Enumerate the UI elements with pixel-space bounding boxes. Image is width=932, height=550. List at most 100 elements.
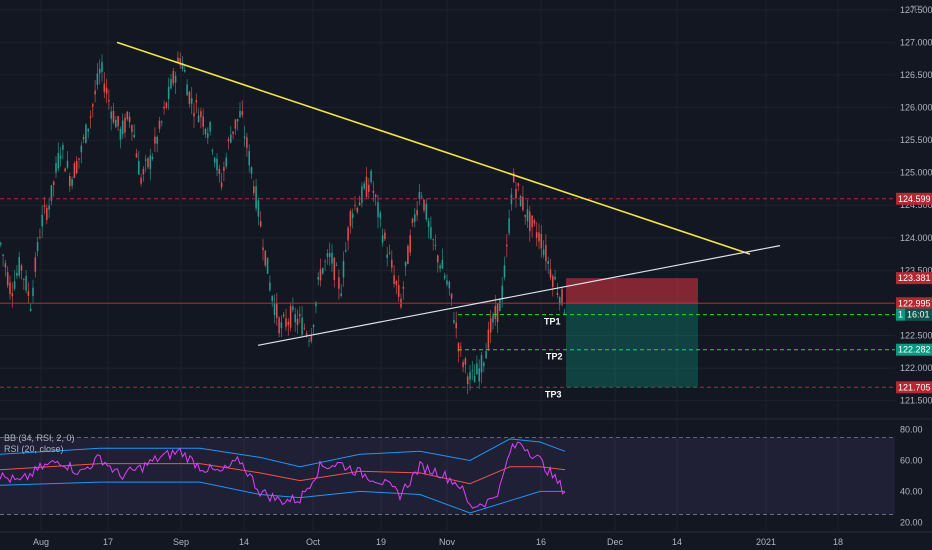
candle-body: [211, 150, 214, 152]
candle-body: [101, 61, 103, 73]
resistance-trendline[interactable]: [116, 41, 751, 255]
candle-body: [262, 247, 264, 251]
indicator-label-rsi[interactable]: RSI (20, close): [4, 444, 64, 454]
candle-body: [455, 322, 457, 329]
candle-body: [6, 272, 9, 286]
time-tick-label: 16: [536, 537, 546, 547]
time-tick-label: 14: [239, 537, 249, 547]
candle-body: [561, 288, 563, 305]
candle-body: [179, 58, 181, 66]
candle-body: [48, 205, 50, 210]
candle-body: [218, 168, 221, 174]
candle-body: [558, 297, 561, 305]
candle-body: [161, 121, 163, 123]
time-tick-label: 17: [103, 537, 113, 547]
candle-body: [89, 116, 92, 118]
candle-body: [345, 250, 347, 252]
candle-body: [379, 212, 382, 219]
candle-body: [285, 318, 287, 327]
tp-label: TP2: [546, 352, 563, 362]
price-badge-text: 123.381: [898, 273, 931, 283]
indicator-pane[interactable]: [0, 436, 895, 515]
price-pane[interactable]: [0, 51, 895, 395]
candle-body: [282, 314, 285, 317]
candle-body: [110, 111, 112, 119]
price-tick-label: 124.000: [900, 233, 932, 243]
candle-body: [386, 254, 388, 258]
candle-body: [64, 168, 66, 172]
candle-body: [32, 287, 34, 297]
candle-body: [342, 260, 345, 278]
candle-body: [103, 83, 106, 92]
candle-body: [473, 375, 476, 383]
candle-body: [41, 215, 43, 227]
candle-body: [397, 285, 400, 297]
candle-body: [71, 179, 73, 186]
candle-body: [338, 277, 340, 289]
candle-body: [18, 256, 20, 276]
price-tick-label: 125.500: [900, 135, 932, 145]
candle-body: [517, 183, 520, 186]
candle-body: [409, 235, 411, 253]
candle-body: [135, 153, 138, 158]
candle-body: [78, 158, 80, 160]
rsi-axis[interactable]: 20.00 40.00 60.00 80.00: [900, 425, 923, 528]
candle-body: [36, 242, 39, 252]
candle-body: [248, 151, 250, 166]
candle-body: [443, 275, 446, 279]
rsi-tick-label: 20.00: [900, 517, 923, 527]
candle-body: [423, 199, 425, 211]
candle-body: [303, 327, 306, 329]
level-badge-text: 121.705: [898, 382, 931, 392]
candle-body: [356, 207, 359, 212]
candle-body: [471, 370, 474, 372]
candle-body: [441, 259, 444, 269]
candle-body: [165, 102, 168, 108]
candle-body: [2, 254, 4, 257]
candle-body: [418, 191, 421, 199]
candle-body: [402, 286, 405, 289]
candle-body: [425, 203, 428, 220]
candle-body: [466, 376, 469, 385]
candle-body: [437, 255, 439, 263]
time-tick-label: Oct: [306, 537, 321, 547]
candle-body: [476, 363, 478, 375]
candle-body: [75, 160, 78, 174]
candle-body: [59, 155, 62, 159]
time-axis[interactable]: Aug 17 Sep 14 Oct 19 Nov 16 Dec 14 2021 18: [33, 537, 843, 547]
rsi-band-fill: [0, 437, 895, 515]
candle-body: [324, 261, 326, 263]
rsi-tick-label: 60.00: [900, 456, 923, 466]
candle-body: [223, 166, 225, 172]
candle-body: [80, 145, 83, 153]
rsi-tick-label: 80.00: [900, 425, 923, 435]
candle-body: [144, 159, 147, 161]
candle-body: [170, 79, 172, 89]
candle-body: [301, 317, 303, 335]
price-tick-label: 121.500: [900, 396, 932, 406]
candle-body: [351, 213, 354, 218]
price-tick-label: 122.000: [900, 363, 932, 373]
candles: [0, 51, 566, 395]
candle-body: [453, 320, 455, 323]
candle-body: [163, 106, 165, 109]
candle-body: [131, 125, 133, 132]
candle-body: [186, 84, 188, 96]
candle-body: [335, 265, 338, 267]
candle-body: [266, 257, 269, 274]
indicator-label-bb[interactable]: BB (34, RSI, 2, 0): [4, 433, 75, 443]
candle-body: [434, 244, 437, 246]
candle-body: [501, 285, 503, 300]
candle-body: [512, 172, 515, 183]
candle-body: [69, 176, 71, 187]
candle-body: [384, 232, 386, 240]
support-trendline[interactable]: [257, 245, 781, 346]
candle-body: [299, 314, 301, 317]
candle-body: [547, 261, 549, 265]
candle-body: [540, 234, 543, 249]
price-badge: 123.381: [896, 272, 932, 285]
time-tick-label: 18: [833, 537, 843, 547]
candle-body: [190, 98, 193, 104]
